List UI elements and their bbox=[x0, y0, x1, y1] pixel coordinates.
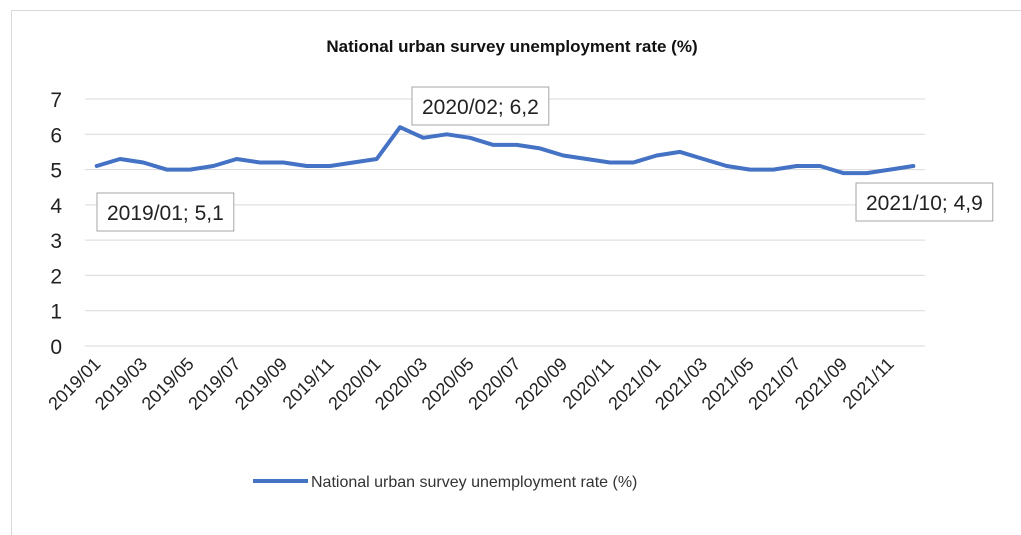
annotation-callout: 2021/10; 4,9 bbox=[855, 182, 994, 222]
annotation-callout: 2019/01; 5,1 bbox=[96, 192, 235, 232]
chart-frame bbox=[11, 10, 1021, 535]
gridlines bbox=[85, 98, 925, 347]
x-tick-label: 2021/11 bbox=[839, 354, 898, 413]
legend: National urban survey unemployment rate … bbox=[253, 474, 637, 491]
x-tick-label: 2021/09 bbox=[791, 354, 851, 414]
annotation-box bbox=[411, 86, 550, 126]
y-axis-ticks: 0 1 2 3 4 5 6 7 bbox=[50, 89, 62, 359]
annotation-callout: 2020/02; 6,2 bbox=[411, 86, 550, 126]
annotation-box bbox=[96, 192, 235, 232]
y-tick-label: 5 bbox=[50, 160, 62, 183]
x-tick-label: 2019/09 bbox=[231, 354, 291, 414]
annotation-text: 2021/10; 4,9 bbox=[866, 192, 983, 215]
y-tick-label: 0 bbox=[50, 336, 62, 359]
annotation-text: 2019/01; 5,1 bbox=[107, 202, 224, 225]
y-tick-label: 4 bbox=[50, 195, 62, 218]
y-tick-label: 2 bbox=[50, 265, 62, 288]
annotations: 2019/01; 5,1 2020/02; 6,2 2021/10; 4,9 bbox=[96, 86, 994, 232]
legend-label: National urban survey unemployment rate … bbox=[311, 474, 637, 491]
x-tick-label: 2020/09 bbox=[511, 354, 571, 414]
y-tick-label: 7 bbox=[50, 89, 62, 112]
annotation-text: 2020/02; 6,2 bbox=[422, 96, 539, 119]
annotation-box bbox=[855, 182, 994, 222]
y-tick-label: 3 bbox=[50, 230, 62, 253]
chart-title: National urban survey unemployment rate … bbox=[326, 37, 697, 56]
y-tick-label: 1 bbox=[50, 301, 62, 324]
y-tick-label: 6 bbox=[50, 124, 62, 147]
x-axis-ticks: 2019/012019/032019/052019/072019/092019/… bbox=[44, 354, 897, 414]
series-line bbox=[94, 125, 916, 176]
series-layer bbox=[94, 125, 916, 176]
